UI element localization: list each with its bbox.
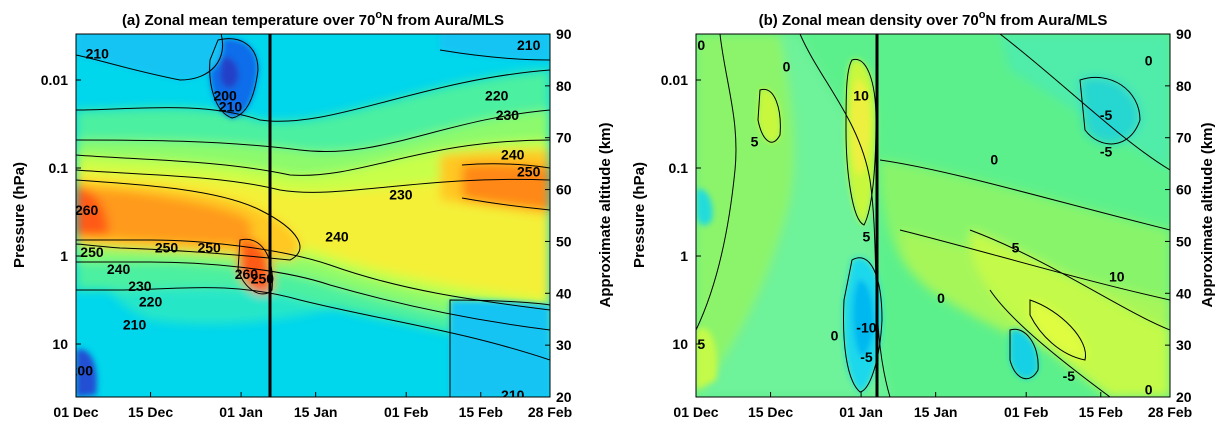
y2-tick-label: 60	[556, 182, 572, 198]
contour-label: 0	[831, 327, 839, 343]
contour-label: -5	[1100, 107, 1113, 123]
panel-b-ylabel: Pressure (hPa)	[631, 162, 648, 268]
x-tick-label: 01 Jan	[219, 404, 263, 420]
x-tick-label: 15 Jan	[294, 404, 338, 420]
panel-b-frame	[695, 33, 1171, 398]
x-tick-label: 15 Dec	[748, 404, 793, 420]
panel-b-x-ticks: 01 Dec 15 Dec 01 Jan 15 Jan 01 Feb 15 Feb 28 F…	[673, 392, 1192, 420]
y2-tick-label: 90	[1176, 26, 1192, 42]
panel-b-contour-labels: 0 0 10 5 0 0 -5 -5 5 5 10 0 -10 0 5 -5 -5 0	[697, 37, 1153, 398]
panel-a-y-ticks: 0.01 0.1 1 10	[41, 72, 81, 352]
y2-tick-label: 20	[556, 389, 572, 405]
contour-label: 5	[751, 134, 759, 150]
x-tick-label: 01 Feb	[384, 404, 428, 420]
contour-label: 230	[128, 278, 152, 294]
panel-a-y2-ticks: 90 80 70 60 50 40 30 20	[545, 26, 572, 405]
panel-a-ylabel: Pressure (hPa)	[11, 162, 28, 268]
y-tick-label: 10	[672, 336, 688, 352]
x-tick-label: 01 Dec	[673, 404, 718, 420]
contour-label: 230	[496, 107, 520, 123]
contour-label: 5	[697, 336, 705, 352]
panel-b-y2label: Approximate altitude (km)	[1199, 122, 1216, 307]
y-tick-label: 0.1	[49, 160, 69, 176]
contour-label: 250	[155, 239, 179, 255]
y2-tick-label: 30	[556, 337, 572, 353]
contour-label: 0	[697, 37, 705, 53]
contour-label: 240	[107, 261, 131, 277]
contour-label: 210	[123, 316, 147, 332]
contour-label: 220	[485, 88, 509, 104]
contour-label: 250	[251, 270, 275, 286]
x-tick-label: 15 Feb	[1079, 404, 1123, 420]
y2-tick-label: 20	[1176, 389, 1192, 405]
x-tick-label: 01 Jan	[839, 404, 883, 420]
x-tick-label: 28 Feb	[528, 404, 572, 420]
panel-b-title: (b) Zonal mean density over 70oN from Au…	[759, 9, 1108, 29]
contour-label: 10	[853, 88, 869, 104]
contour-label: -5	[1100, 144, 1113, 160]
y2-tick-label: 50	[1176, 233, 1192, 249]
panel-a-frame	[75, 33, 551, 398]
y-tick-label: 1	[680, 248, 688, 264]
contour-label: -5	[860, 349, 873, 365]
x-tick-label: 01 Dec	[53, 404, 98, 420]
y-tick-label: 0.01	[41, 72, 68, 88]
x-tick-label: 15 Dec	[128, 404, 173, 420]
y-tick-label: 0.1	[669, 160, 689, 176]
y2-tick-label: 70	[1176, 130, 1192, 146]
contour-label: 260	[235, 266, 259, 282]
y2-tick-label: 30	[1176, 337, 1192, 353]
y-tick-label: 0.01	[661, 72, 688, 88]
contour-label: 10	[1109, 268, 1125, 284]
y2-tick-label: 50	[556, 233, 572, 249]
contour-label: 240	[501, 146, 525, 162]
contour-label: 250	[80, 244, 104, 260]
y2-tick-label: 90	[556, 26, 572, 42]
contour-label: 250	[517, 164, 541, 180]
panel-a-y2label: Approximate altitude (km)	[597, 122, 614, 307]
contour-label: 250	[197, 239, 221, 255]
panel-a: (a) Zonal mean temperature over 70oN fro…	[11, 9, 614, 420]
contour-label: -10	[856, 320, 876, 336]
x-tick-label: 01 Feb	[1004, 404, 1048, 420]
panel-b-y-ticks: 0.01 0.1 1 10	[661, 72, 701, 352]
x-tick-label: 28 Feb	[1148, 404, 1192, 420]
y2-tick-label: 70	[556, 130, 572, 146]
contour-label: 0	[937, 290, 945, 306]
x-tick-label: 15 Feb	[459, 404, 503, 420]
contour-label: 200	[70, 363, 94, 379]
contour-label: 260	[75, 202, 99, 218]
contour-label: 0	[990, 151, 998, 167]
panel-a-title: (a) Zonal mean temperature over 70oN fro…	[122, 9, 504, 29]
contour-label: 0	[783, 58, 791, 74]
panel-a-x-ticks: 01 Dec 15 Dec 01 Jan 15 Jan 01 Feb 15 Feb 28 F…	[53, 392, 572, 420]
y2-tick-label: 60	[1176, 182, 1192, 198]
contour-label: 240	[325, 228, 349, 244]
contour-label: 0	[1145, 382, 1153, 398]
contour-label: 5	[1012, 239, 1020, 255]
y-tick-label: 1	[60, 248, 68, 264]
x-tick-label: 15 Jan	[914, 404, 958, 420]
contour-label: 5	[863, 228, 871, 244]
panel-b: (b) Zonal mean density over 70oN from Au…	[631, 9, 1216, 420]
contour-label: -5	[1063, 368, 1076, 384]
contour-label: 200	[213, 88, 237, 104]
contour-label: 230	[389, 187, 413, 203]
contour-label: 210	[517, 37, 541, 53]
y2-tick-label: 80	[1176, 78, 1192, 94]
panel-b-y2-ticks: 90 80 70 60 50 40 30 20	[1165, 26, 1192, 405]
y2-tick-label: 80	[556, 78, 572, 94]
y-tick-label: 10	[52, 336, 68, 352]
contour-label: 210	[86, 46, 110, 62]
y2-tick-label: 40	[1176, 285, 1192, 301]
contour-label: 210	[219, 99, 243, 115]
contour-label: 210	[501, 387, 525, 403]
contour-label: 220	[139, 294, 163, 310]
contour-label: 0	[1145, 52, 1153, 68]
panel-b-contour-field: 0 0 10 5 0 0 -5 -5 5 5 10 0 -10 0 5 -5 -5 0	[696, 34, 1170, 398]
y2-tick-label: 40	[556, 285, 572, 301]
